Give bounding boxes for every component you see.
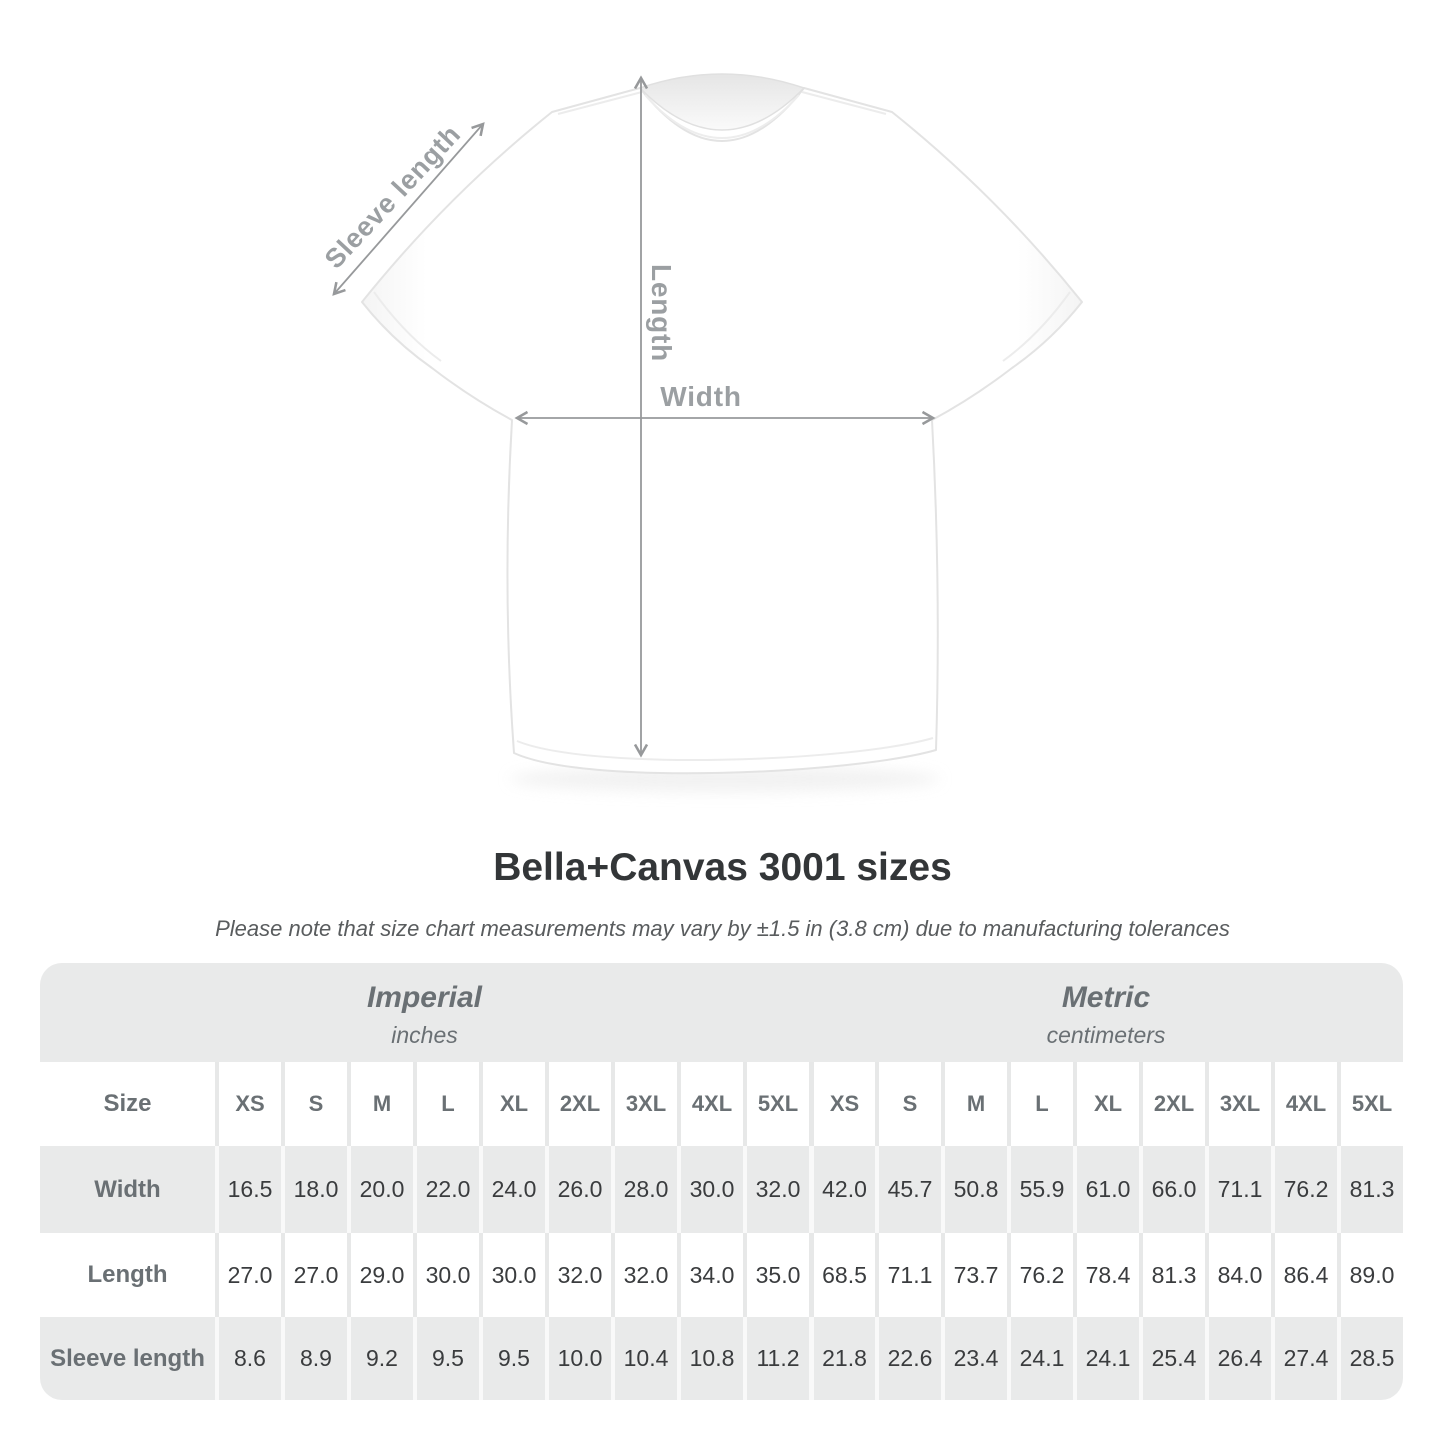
size-value-cell: 71.1 [875, 1233, 941, 1317]
sleeve-length-arrow [332, 122, 485, 296]
size-value-cell: 10.8 [677, 1317, 743, 1400]
metric-band-unit: centimeters [1046, 1021, 1166, 1048]
size-value-cell: 28.5 [1337, 1317, 1403, 1400]
shirt-shadow [510, 766, 940, 792]
size-value-cell: 24.0 [479, 1146, 545, 1233]
size-col-header: L [413, 1062, 479, 1146]
size-value-cell: 26.0 [545, 1146, 611, 1233]
row-label: Length [40, 1233, 215, 1317]
size-col-header: 2XL [545, 1062, 611, 1146]
size-value-cell: 32.0 [743, 1146, 809, 1233]
size-value-cell: 32.0 [545, 1233, 611, 1317]
sleeve-hem-right [1002, 291, 1071, 362]
size-value-cell: 9.2 [347, 1317, 413, 1400]
size-value-cell: 30.0 [677, 1146, 743, 1233]
size-col-header: XS [215, 1062, 281, 1146]
row-label: Width [40, 1146, 215, 1233]
size-value-cell: 30.0 [479, 1233, 545, 1317]
size-col-header: M [347, 1062, 413, 1146]
length-label: Length [646, 263, 677, 363]
size-value-cell: 18.0 [281, 1146, 347, 1233]
size-value-cell: 50.8 [941, 1146, 1007, 1233]
size-value-cell: 89.0 [1337, 1233, 1403, 1317]
tshirt-diagram [332, 73, 1083, 792]
size-value-cell: 20.0 [347, 1146, 413, 1233]
size-col-header: 4XL [1271, 1062, 1337, 1146]
size-value-cell: 22.0 [413, 1146, 479, 1233]
size-value-cell: 11.2 [743, 1317, 809, 1400]
size-value-cell: 35.0 [743, 1233, 809, 1317]
size-value-cell: 81.3 [1139, 1233, 1205, 1317]
size-value-cell: 55.9 [1007, 1146, 1073, 1233]
size-col-header: 3XL [1205, 1062, 1271, 1146]
shoulder-seam-right [801, 91, 887, 115]
size-value-cell: 66.0 [1139, 1146, 1205, 1233]
size-col-header: 5XL [1337, 1062, 1403, 1146]
size-col-header: XL [1073, 1062, 1139, 1146]
size-col-header: S [281, 1062, 347, 1146]
size-value-cell: 81.3 [1337, 1146, 1403, 1233]
size-value-cell: 76.2 [1271, 1146, 1337, 1233]
size-table: Imperial inches Metric centimeters Size X… [40, 963, 1403, 1400]
size-value-cell: 21.8 [809, 1317, 875, 1400]
size-value-cell: 8.9 [281, 1317, 347, 1400]
size-value-cell: 16.5 [215, 1146, 281, 1233]
size-col-header: 3XL [611, 1062, 677, 1146]
size-col-header: XS [809, 1062, 875, 1146]
row-label: Sleeve length [40, 1317, 215, 1400]
size-col-header: S [875, 1062, 941, 1146]
size-value-cell: 22.6 [875, 1317, 941, 1400]
size-col-header: L [1007, 1062, 1073, 1146]
tshirt-shape [361, 87, 1083, 775]
size-value-cell: 27.4 [1271, 1317, 1337, 1400]
size-value-cell: 76.2 [1007, 1233, 1073, 1317]
size-note: Please note that size chart measurements… [215, 916, 1230, 941]
size-value-cell: 68.5 [809, 1233, 875, 1317]
size-value-cell: 27.0 [215, 1233, 281, 1317]
size-value-cell: 42.0 [809, 1146, 875, 1233]
size-value-cell: 9.5 [479, 1317, 545, 1400]
neck-hole [638, 73, 806, 131]
size-value-cell: 73.7 [941, 1233, 1007, 1317]
size-value-cell: 61.0 [1073, 1146, 1139, 1233]
imperial-band-unit: inches [391, 1021, 458, 1048]
size-value-cell: 29.0 [347, 1233, 413, 1317]
size-value-cell: 24.1 [1073, 1317, 1139, 1400]
size-col-header: M [941, 1062, 1007, 1146]
size-value-cell: 27.0 [281, 1233, 347, 1317]
collar-seam [644, 94, 800, 139]
width-label: Width [660, 381, 742, 412]
size-value-cell: 30.0 [413, 1233, 479, 1317]
size-col-header: 5XL [743, 1062, 809, 1146]
size-col-header: 2XL [1139, 1062, 1205, 1146]
imperial-band: Imperial inches [40, 963, 809, 1062]
sleeve-hem-left [373, 291, 442, 362]
size-value-cell: 78.4 [1073, 1233, 1139, 1317]
metric-band: Metric centimeters [809, 963, 1403, 1062]
size-value-cell: 10.0 [545, 1317, 611, 1400]
bottom-hem-seam [516, 737, 934, 761]
size-value-cell: 26.4 [1205, 1317, 1271, 1400]
metric-band-name: Metric [1061, 980, 1151, 1014]
size-value-cell: 24.1 [1007, 1317, 1073, 1400]
size-value-cell: 25.4 [1139, 1317, 1205, 1400]
size-value-cell: 9.5 [413, 1317, 479, 1400]
size-value-cell: 32.0 [611, 1233, 677, 1317]
imperial-band-name: Imperial [366, 980, 483, 1014]
size-col-header: XL [479, 1062, 545, 1146]
page-title: Bella+Canvas 3001 sizes [493, 846, 952, 889]
size-col-header: 4XL [677, 1062, 743, 1146]
size-value-cell: 86.4 [1271, 1233, 1337, 1317]
size-value-cell: 10.4 [611, 1317, 677, 1400]
size-value-cell: 71.1 [1205, 1146, 1271, 1233]
size-value-cell: 23.4 [941, 1317, 1007, 1400]
size-corner-header: Size [40, 1062, 215, 1146]
size-value-cell: 45.7 [875, 1146, 941, 1233]
size-value-cell: 28.0 [611, 1146, 677, 1233]
shoulder-seam-left [557, 91, 643, 115]
size-value-cell: 34.0 [677, 1233, 743, 1317]
size-value-cell: 84.0 [1205, 1233, 1271, 1317]
size-value-cell: 8.6 [215, 1317, 281, 1400]
